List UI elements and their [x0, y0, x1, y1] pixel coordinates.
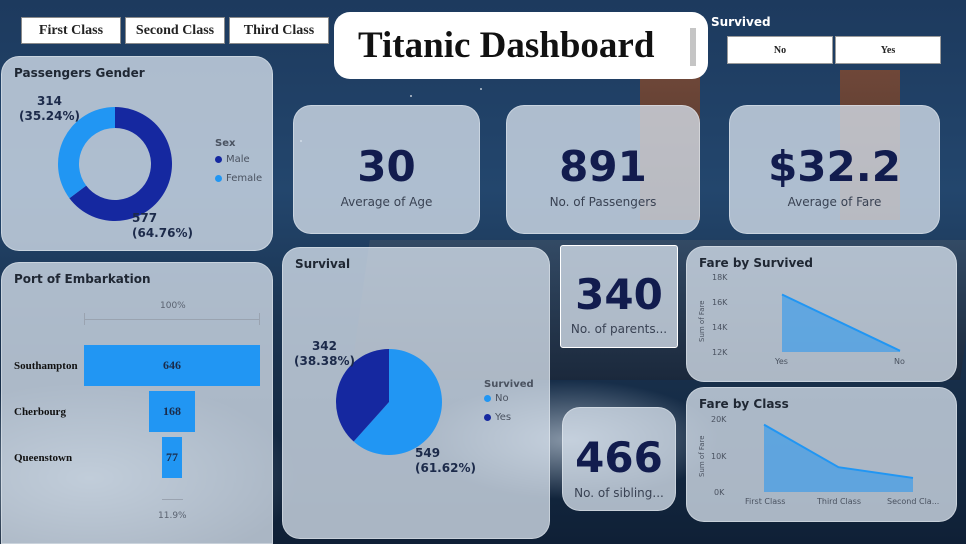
gender-legend-title: Sex [215, 138, 236, 149]
survival-yes-count: 342 [311, 339, 337, 353]
kpi-parents-card[interactable]: 340 No. of parents... [560, 245, 678, 348]
legend-dot-no [484, 395, 491, 402]
slice-female[interactable] [57, 107, 115, 199]
embark-bottom-pct: 11.9% [158, 511, 187, 521]
gender-title: Passengers Gender [14, 66, 145, 80]
kpi-age-card[interactable]: 30 Average of Age [293, 105, 480, 234]
slice-no[interactable] [353, 349, 442, 455]
legend-dot-male [215, 156, 222, 163]
survival-legend-title: Survived [484, 379, 534, 390]
male-pct: (64.76%) [132, 226, 193, 240]
series-line[interactable] [763, 423, 914, 479]
survived-slicer-title: Survived [711, 15, 771, 29]
legend-survived-no[interactable]: No [484, 393, 509, 404]
slicer-third-class[interactable]: Third Class [229, 17, 329, 44]
survival-yes-pct: (38.38%) [294, 354, 355, 368]
gender-donut-chart[interactable] [2, 57, 274, 252]
fare-survived-area-chart[interactable] [687, 247, 958, 383]
survival-no-data-label: 549 (61.62%) [415, 446, 476, 476]
fare-survived-title: Fare by Survived [699, 256, 814, 270]
female-pct: (35.24%) [19, 109, 80, 123]
funnel-value-queenstown: 77 [165, 450, 178, 464]
kpi-parents-label: No. of parents... [570, 322, 668, 336]
funnel-value-southampton: 646 [163, 358, 181, 372]
survival-yes-data-label: 342 (38.38%) [294, 339, 355, 369]
fc-ytick-1: 10K [711, 452, 727, 461]
fare-class-title: Fare by Class [699, 397, 789, 411]
embark-top-pct: 100% [160, 301, 186, 311]
fs-ytick-2: 14K [712, 323, 728, 332]
funnel-top-axis [84, 319, 260, 320]
legend-male[interactable]: Male [215, 154, 250, 165]
female-data-label: 314 (35.24%) [19, 94, 80, 124]
kpi-age-label: Average of Age [340, 195, 433, 209]
legend-female-label: Female [226, 173, 263, 184]
embark-card[interactable]: Port of Embarkation 100% Southampton Che… [1, 262, 273, 544]
area-fill [764, 424, 913, 492]
slice-male[interactable] [69, 107, 172, 221]
slicer-survived-yes[interactable]: Yes [835, 36, 941, 64]
fs-ytick-0: 18K [712, 273, 728, 282]
funnel-label-southampton: Southampton [14, 360, 78, 372]
series-line[interactable] [781, 293, 901, 352]
kpi-fare-card[interactable]: $32.2 Average of Fare [729, 105, 940, 234]
survival-no-count: 549 [415, 446, 441, 460]
fs-ytick-1: 16K [712, 298, 728, 307]
funnel-bar-southampton[interactable]: 646 [84, 345, 260, 386]
fc-xtick-2: Second Cla... [887, 497, 940, 506]
funnel-top-axis-right-tick [259, 313, 260, 325]
legend-survived-yes[interactable]: Yes [484, 412, 511, 423]
legend-dot-yes [484, 414, 491, 421]
survival-card[interactable]: Survival 342 (38.38%) 549 (61.62%) Survi… [282, 247, 550, 539]
funnel-top-axis-left-tick [84, 313, 85, 325]
kpi-sibling-card[interactable]: 466 No. of sibling... [562, 407, 676, 511]
funnel-label-queenstown: Queenstown [14, 452, 73, 464]
kpi-passengers-label: No. of Passengers [549, 195, 657, 209]
fare-survived-card[interactable]: Fare by Survived Sum of Fare 18K 16K 14K… [686, 246, 957, 382]
male-data-label: 577 (64.76%) [132, 211, 193, 241]
title-scroll-bar [690, 28, 696, 66]
gender-card[interactable]: Passengers Gender 314 (35.24%) 577 (64.7… [1, 56, 273, 251]
funnel-label-cherbourg: Cherbourg [14, 406, 66, 418]
embark-title: Port of Embarkation [14, 272, 151, 286]
survival-no-pct: (61.62%) [415, 461, 476, 475]
funnel-bottom-axis [162, 499, 183, 500]
legend-dot-female [215, 175, 222, 182]
legend-no-label: No [495, 393, 509, 404]
fs-ytick-3: 12K [712, 348, 728, 357]
legend-male-label: Male [226, 154, 250, 165]
dashboard-title-box: Titanic Dashboard [334, 12, 708, 79]
slicer-first-class[interactable]: First Class [21, 17, 121, 44]
kpi-parents-value: 340 [575, 270, 663, 319]
kpi-age-value: 30 [357, 142, 416, 191]
survival-pie-chart[interactable] [283, 248, 551, 540]
kpi-passengers-card[interactable]: 891 No. of Passengers [506, 105, 700, 234]
legend-female[interactable]: Female [215, 173, 262, 184]
fs-xtick-0: Yes [775, 357, 788, 366]
slice-yes[interactable] [336, 349, 389, 442]
page-title: Titanic Dashboard [358, 25, 655, 66]
fc-ytick-2: 0K [714, 488, 725, 497]
slicer-second-class[interactable]: Second Class [125, 17, 225, 44]
funnel-value-cherbourg: 168 [162, 404, 181, 418]
fc-xtick-1: Third Class [817, 497, 861, 506]
kpi-sibling-value: 466 [575, 433, 663, 482]
survival-title: Survival [295, 257, 351, 271]
funnel-bar-cherbourg[interactable]: 168 [149, 391, 195, 432]
kpi-sibling-label: No. of sibling... [574, 486, 664, 500]
fs-xtick-1: No [894, 357, 905, 366]
female-count: 314 [36, 94, 62, 108]
fare-class-area-chart[interactable] [687, 388, 958, 523]
fc-ytick-0: 20K [711, 415, 727, 424]
kpi-passengers-value: 891 [559, 142, 647, 191]
fare-class-card[interactable]: Fare by Class Sum of Fare 20K 10K 0K Fir… [686, 387, 957, 522]
legend-yes-label: Yes [495, 412, 512, 423]
slicer-survived-no[interactable]: No [727, 36, 833, 64]
kpi-fare-value: $32.2 [768, 142, 901, 191]
male-count: 577 [132, 211, 158, 225]
kpi-fare-label: Average of Fare [787, 195, 882, 209]
fc-xtick-0: First Class [745, 497, 786, 506]
funnel-bar-queenstown[interactable]: 77 [161, 437, 183, 478]
